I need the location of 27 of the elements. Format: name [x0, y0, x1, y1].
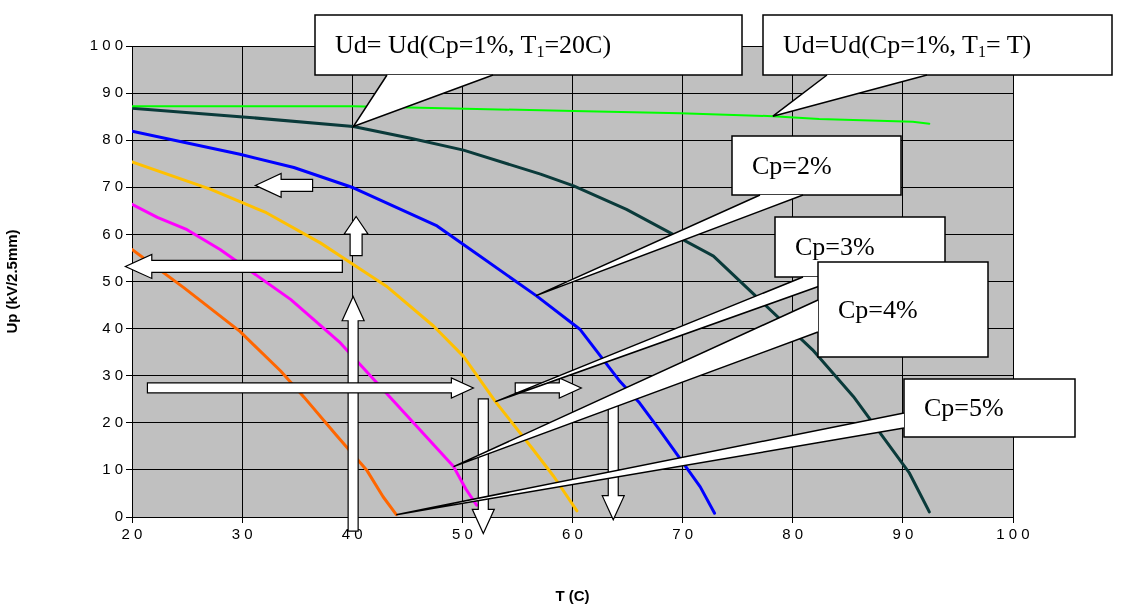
x-tick-label: 5 0 — [451, 525, 473, 543]
y-tick-label: 6 0 — [102, 224, 123, 242]
y-tick-label: 4 0 — [102, 318, 123, 336]
x-tick-label: 6 0 — [562, 525, 583, 543]
x-tick-label: 2 0 — [121, 525, 143, 543]
y-tick-label: 8 0 — [102, 130, 123, 148]
y-tick-label: 3 0 — [102, 365, 123, 383]
annotation: Cp=2% — [752, 150, 832, 181]
x-tick-label: 7 0 — [672, 525, 694, 543]
annotation: Ud=Ud(Cp=1%, T$_{1}$= T) — [783, 30, 1032, 62]
annotation: Cp=3% — [795, 232, 875, 262]
y-tick-label: 5 0 — [102, 271, 123, 289]
annotation: Cp=5% — [924, 393, 1004, 423]
y-tick-label: 0 — [114, 507, 123, 525]
x-tick-label: 1 0 0 — [996, 525, 1030, 543]
y-tick-label: 2 0 — [102, 412, 123, 430]
y-tick-label: 1 0 — [102, 460, 123, 478]
y-axis-title: Up (kV/2.5mm) — [3, 229, 21, 334]
y-tick-label: 9 0 — [102, 83, 123, 101]
x-tick-label: 3 0 — [231, 525, 253, 543]
x-tick-label: 8 0 — [782, 525, 804, 543]
annotation: Ud= Ud(Cp=1%, T$_{1}$=20C) — [335, 30, 612, 62]
y-tick-label: 7 0 — [102, 177, 123, 195]
y-tick-label: 1 0 0 — [89, 36, 123, 54]
x-tick-label: 9 0 — [892, 525, 914, 543]
x-axis-title: T (C) — [555, 587, 590, 605]
annotation: Cp=4% — [838, 294, 918, 325]
